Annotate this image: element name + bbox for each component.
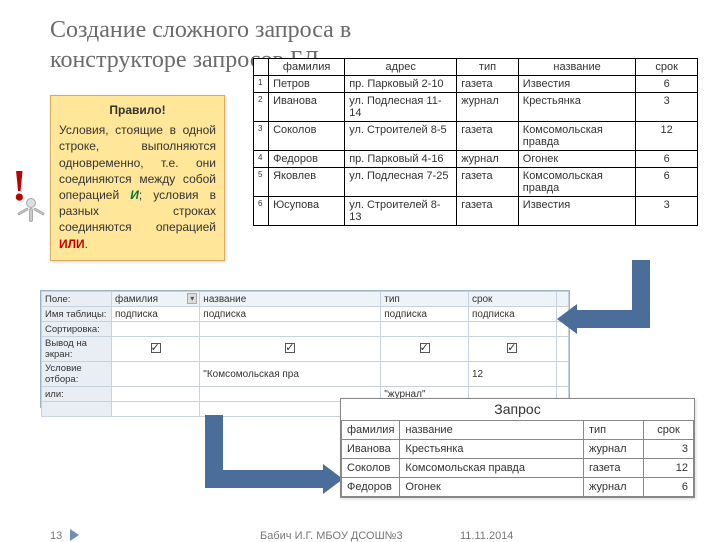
and-operator: И — [130, 188, 139, 202]
col-surname: фамилия — [269, 59, 345, 76]
label-field: Поле: — [42, 292, 112, 307]
sort-cell[interactable] — [381, 322, 469, 337]
col-name: название — [518, 59, 636, 76]
tablename-cell[interactable]: подписка — [112, 307, 200, 322]
or-cell[interactable] — [112, 387, 200, 402]
label-sort: Сортировка: — [42, 322, 112, 337]
source-data-table: фамилия адрес тип название срок 1Петровп… — [253, 58, 698, 226]
label-show: Вывод на экран: — [42, 337, 112, 362]
label-table: Имя таблицы: — [42, 307, 112, 322]
show-checkbox[interactable] — [468, 337, 556, 362]
col-type: тип — [457, 59, 519, 76]
table-row: 4Федоровпр. Парковый 4-16журналОгонек6 — [254, 151, 698, 168]
label-or: или: — [42, 387, 112, 402]
query-designer-grid: Поле: фамилия название тип срок Имя табл… — [40, 290, 570, 408]
show-checkbox[interactable] — [556, 337, 568, 362]
criteria-cell[interactable] — [112, 362, 200, 387]
footer-date: 11.11.2014 — [460, 530, 513, 542]
col-term: срок — [636, 59, 698, 76]
criteria-cell[interactable] — [381, 362, 469, 387]
sort-cell[interactable] — [112, 322, 200, 337]
sort-cell[interactable] — [468, 322, 556, 337]
rescol-term: срок — [644, 421, 694, 440]
criteria-cell[interactable] — [556, 362, 568, 387]
footer-arrow-icon — [70, 529, 79, 541]
result-caption: Запрос — [341, 399, 694, 420]
col-address: адрес — [345, 59, 457, 76]
rescol-type: тип — [584, 421, 644, 440]
label-criteria: Условие отбора: — [42, 362, 112, 387]
table-row: 5Яковлевул. Подлесная 7-25газетаКомсомол… — [254, 168, 698, 197]
table-row: ФедоровОгонекжурнал6 — [342, 478, 694, 497]
sort-cell[interactable] — [200, 322, 381, 337]
rescol-name: название — [400, 421, 584, 440]
tablename-cell[interactable]: подписка — [200, 307, 381, 322]
result-header-row: фамилия название тип срок — [342, 421, 694, 440]
tablename-cell[interactable]: подписка — [381, 307, 469, 322]
show-checkbox[interactable] — [381, 337, 469, 362]
field-cell[interactable]: фамилия — [112, 292, 200, 307]
query-result-table: Запрос фамилия название тип срок Иванова… — [340, 398, 695, 498]
show-checkbox[interactable] — [200, 337, 381, 362]
stick-figure-icon — [18, 198, 46, 230]
rule-body: Условия, стоящие в одной строке, выполня… — [59, 122, 216, 252]
table-row: 2Ивановаул. Подлесная 11-14журналКрестья… — [254, 93, 698, 122]
table-row: ИвановаКрестьянкажурнал3 — [342, 440, 694, 459]
tablename-cell[interactable]: подписка — [468, 307, 556, 322]
field-cell[interactable]: срок — [468, 292, 556, 307]
or-operator: ИЛИ — [59, 237, 85, 251]
table-row: 6Юсуповаул. Строителей 8-13газетаИзвести… — [254, 197, 698, 226]
exclamation-figure: ! — [12, 168, 52, 228]
table-row: 3Соколовул. Строителей 8-5газетаКомсомол… — [254, 122, 698, 151]
rule-text-3: . — [85, 237, 88, 251]
field-cell[interactable]: название — [200, 292, 381, 307]
show-checkbox[interactable] — [112, 337, 200, 362]
label-blank — [42, 402, 112, 417]
rule-callout: Правило! Условия, стоящие в одной строке… — [50, 95, 225, 261]
table-row: СоколовКомсомольская правдагазета12 — [342, 459, 694, 478]
rule-heading: Правило! — [59, 102, 216, 118]
criteria-cell[interactable]: "Комсомольская пра — [200, 362, 381, 387]
rescol-surname: фамилия — [342, 421, 400, 440]
table-header-row: фамилия адрес тип название срок — [254, 59, 698, 76]
criteria-cell[interactable]: 12 — [468, 362, 556, 387]
page-number: 13 — [50, 530, 62, 542]
table-row: 1Петровпр. Парковый 2-10газетаИзвестия6 — [254, 76, 698, 93]
footer-author: Бабич И.Г. МБОУ ДСОШ№3 — [260, 530, 403, 542]
field-cell[interactable]: тип — [381, 292, 469, 307]
